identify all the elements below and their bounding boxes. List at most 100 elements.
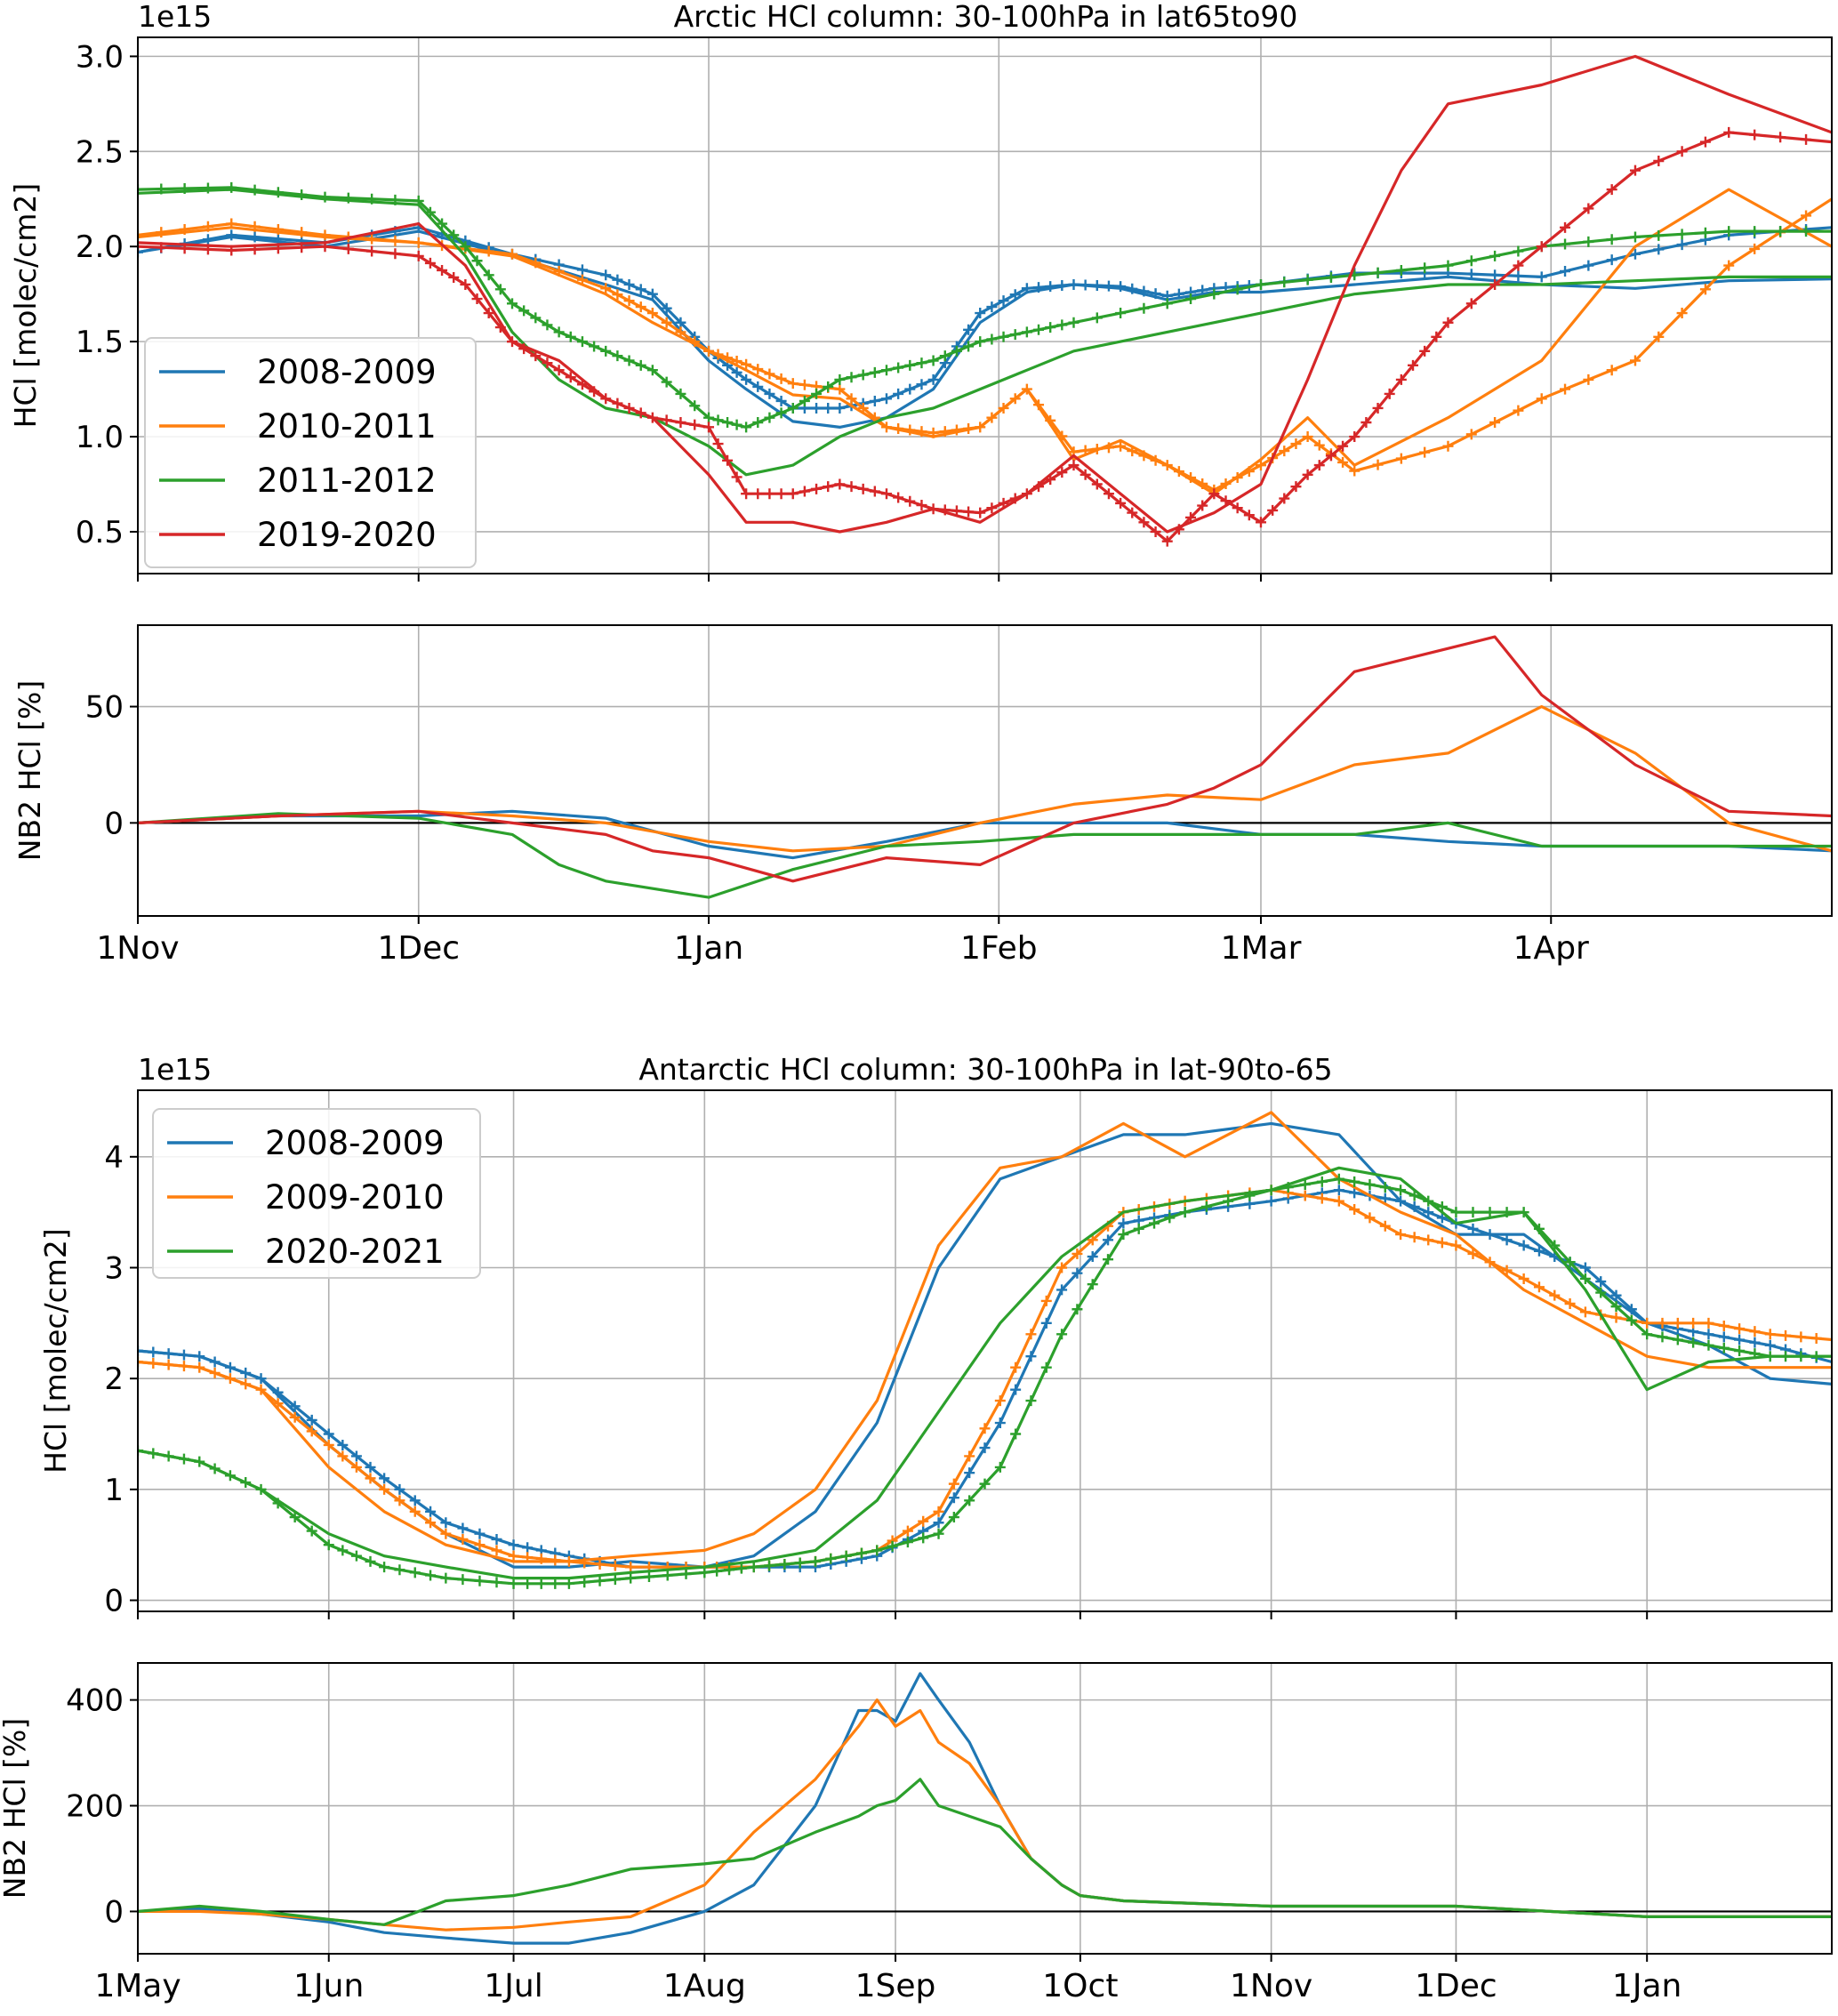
antarctic-nb2-panel: 0 200 400 1May 1Jun 1Jul 1Aug 1Sep 1Oct 1Nov 1Dec 1… (0, 1662, 1833, 2004)
data-point-marker (209, 1356, 221, 1368)
data-point-marker (1795, 1331, 1807, 1343)
data-point-marker (904, 359, 916, 371)
data-point-marker (1775, 132, 1786, 143)
data-point-marker (1045, 322, 1056, 333)
data-point-marker (460, 278, 471, 290)
data-point-marker (425, 1506, 437, 1517)
data-point-marker (483, 245, 494, 257)
data-point-marker (1703, 1339, 1714, 1351)
data-point-marker (1056, 280, 1068, 292)
data-point-marker (775, 373, 787, 384)
data-point-marker (1560, 238, 1571, 250)
y-tick-label: 2 (104, 1361, 124, 1397)
data-point-marker (457, 1522, 469, 1534)
data-point-marker (1197, 500, 1208, 511)
y-tick-label: 0 (104, 1894, 124, 1930)
data-point-marker (1087, 1234, 1098, 1246)
data-point-marker (975, 308, 986, 319)
data-point-marker (1010, 1384, 1022, 1395)
grid (138, 625, 1832, 916)
data-point-marker (939, 504, 951, 516)
data-point-marker (1138, 517, 1150, 528)
data-point-marker (775, 407, 787, 419)
legend-box (144, 337, 477, 568)
data-point-marker (1056, 467, 1068, 478)
data-point-marker (916, 500, 927, 511)
legend-box (152, 1108, 481, 1279)
data-point-marker (1775, 226, 1786, 237)
y-tick-label: 0 (104, 806, 124, 841)
data-point-marker (1056, 1262, 1068, 1273)
data-point-marker (834, 383, 846, 395)
data-point-marker (249, 221, 261, 232)
data-point-marker (1408, 359, 1419, 371)
data-point-marker (323, 1439, 334, 1450)
legend-label: 2008-2009 (257, 353, 437, 391)
series-markers-2011-2012 (138, 181, 1812, 433)
data-point-marker (1501, 1207, 1513, 1218)
data-point-marker (156, 227, 167, 238)
data-point-marker (1688, 1317, 1699, 1329)
data-point-marker (646, 288, 658, 300)
data-point-marker (612, 398, 623, 409)
data-point-marker (1676, 308, 1688, 319)
data-point-marker (240, 1367, 252, 1378)
data-point-marker (1115, 308, 1127, 319)
data-point-marker (553, 326, 565, 338)
data-point-marker (662, 1570, 673, 1581)
series-line-2008-2009 (138, 1672, 1832, 1945)
data-point-marker (553, 365, 565, 376)
data-point-marker (1302, 469, 1313, 480)
data-point-marker (535, 1553, 547, 1564)
data-point-marker (1564, 1257, 1576, 1268)
data-point-marker (1533, 1245, 1545, 1257)
data-point-marker (1316, 1176, 1328, 1187)
data-point-marker (1349, 1187, 1360, 1199)
data-point-marker (202, 182, 213, 194)
data-point-marker (319, 229, 331, 241)
data-point-marker (933, 1528, 944, 1539)
data-point-marker (1279, 493, 1290, 504)
data-point-marker (1265, 1195, 1277, 1207)
data-point-marker (138, 1345, 143, 1356)
x-tick-label: 1Jul (484, 1968, 542, 2004)
data-point-marker (1302, 274, 1313, 285)
data-point-marker (249, 244, 261, 255)
x-tick-label: 1Dec (377, 930, 460, 967)
data-point-marker (661, 414, 672, 426)
data-point-marker (1244, 1190, 1256, 1201)
data-point-marker (365, 1473, 376, 1484)
data-point-marker (787, 378, 799, 390)
data-point-marker (1033, 481, 1045, 493)
data-point-marker (1068, 460, 1080, 471)
data-point-marker (764, 388, 775, 399)
data-point-marker (1513, 270, 1524, 282)
data-point-marker (939, 426, 951, 438)
data-point-marker (948, 1512, 959, 1523)
data-point-marker (1103, 1234, 1114, 1246)
data-point-marker (1489, 417, 1501, 429)
data-point-marker (209, 1463, 221, 1474)
data-point-marker (1734, 1323, 1746, 1335)
data-point-marker (1423, 1207, 1434, 1218)
data-point-marker (1103, 488, 1114, 500)
data-point-marker (951, 505, 962, 517)
data-point-marker (1279, 446, 1290, 457)
data-point-marker (1025, 1329, 1037, 1340)
data-point-marker (711, 1565, 723, 1577)
data-point-marker (1629, 248, 1641, 260)
data-point-marker (491, 1545, 502, 1556)
data-point-marker (986, 412, 998, 423)
data-point-marker (409, 1495, 421, 1506)
data-point-marker (296, 227, 308, 238)
data-point-marker (350, 1461, 362, 1473)
data-point-marker (440, 1572, 452, 1584)
arctic-hcl-panel: 0.5 1.0 1.5 2.0 2.5 3.0 HCl [molec/cm2] Arctic … (8, 0, 1833, 582)
data-point-marker (1150, 526, 1161, 537)
data-point-marker (1610, 1289, 1622, 1301)
data-point-marker (609, 1574, 621, 1586)
data-point-marker (764, 1560, 775, 1571)
data-point-marker (1749, 243, 1761, 254)
y-tick-label: 4 (104, 1140, 124, 1176)
